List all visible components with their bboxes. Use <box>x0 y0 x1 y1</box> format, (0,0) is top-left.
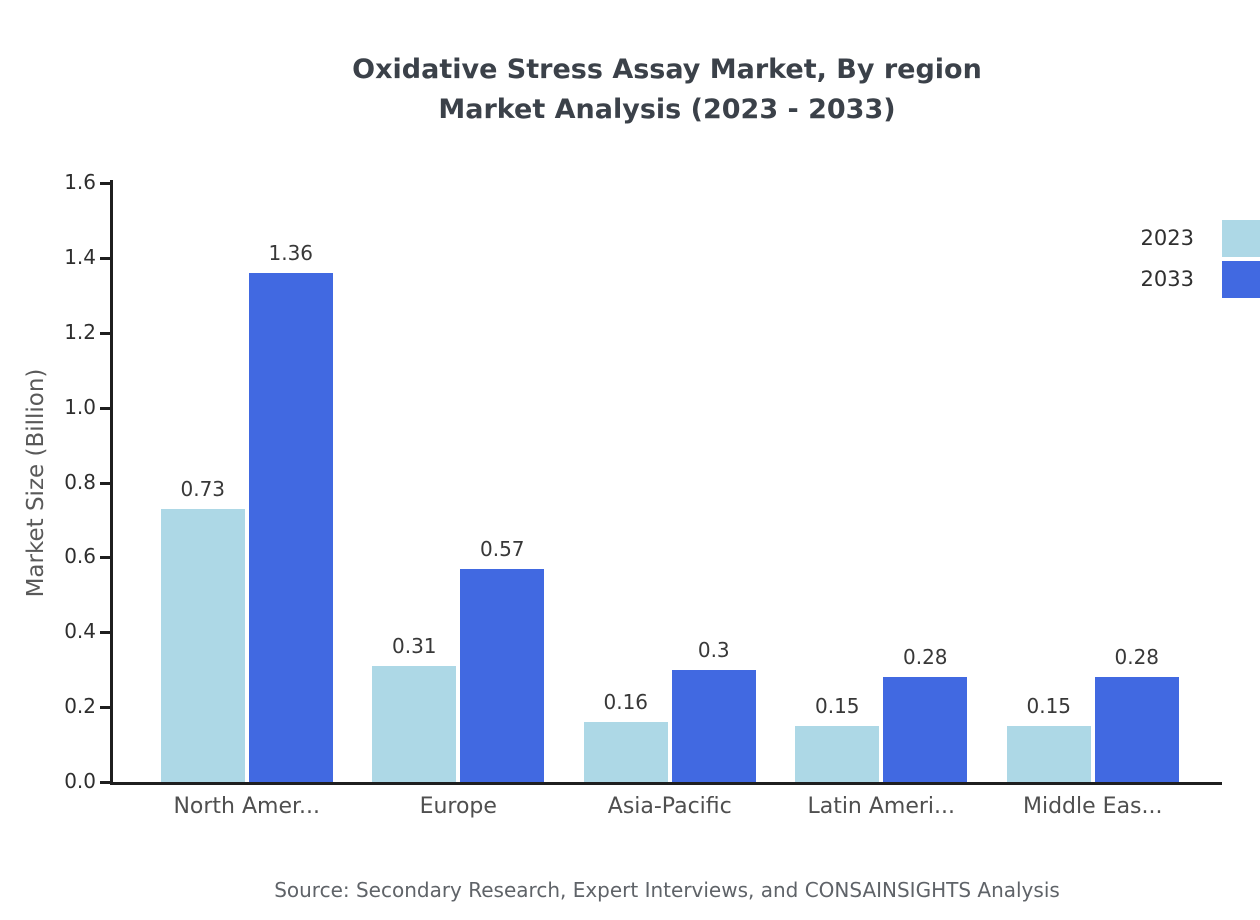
legend-label-2023: 2023 <box>1140 226 1194 250</box>
bar-value-label: 0.15 <box>1026 693 1072 718</box>
bar-value-label: 0.73 <box>180 476 226 501</box>
bar-value-label: 0.28 <box>902 645 948 670</box>
y-tick-mark <box>100 256 110 260</box>
bar-value-label: 0.28 <box>1114 645 1160 670</box>
legend-label-2033: 2033 <box>1140 267 1194 291</box>
bar-2023 <box>160 508 245 782</box>
x-category-label: Europe <box>419 794 497 819</box>
bar-value-label: 0.3 <box>697 637 730 662</box>
bar-value-label: 0.15 <box>814 693 860 718</box>
y-axis-line <box>110 180 113 785</box>
y-tick-label: 1.4 <box>64 244 96 269</box>
y-tick-label: 0.2 <box>64 694 96 719</box>
y-tick-mark <box>100 631 110 635</box>
x-category-label: Latin Ameri... <box>807 794 956 819</box>
y-tick-label: 0.4 <box>64 619 96 644</box>
legend: 2023 2033 <box>1141 219 1260 301</box>
y-tick-mark <box>100 331 110 335</box>
bar-2023 <box>583 722 668 782</box>
y-tick-label: 1.6 <box>64 170 96 194</box>
bar-value-label: 0.16 <box>603 690 649 715</box>
x-axis-line <box>110 782 1222 785</box>
bar-value-label: 0.57 <box>479 536 525 561</box>
bar-value-label: 1.36 <box>268 240 314 265</box>
y-tick-label: 1.0 <box>64 394 96 419</box>
chart-title-line-1: Oxidative Stress Assay Market, By region <box>352 54 982 85</box>
bar-2023 <box>1006 725 1091 782</box>
y-tick-mark <box>100 706 110 710</box>
legend-item-2023: 2023 <box>1141 219 1260 257</box>
bar-2033 <box>1094 677 1179 782</box>
legend-swatch-2033 <box>1222 260 1260 298</box>
y-tick-label: 0.0 <box>64 769 96 793</box>
chart-title: Oxidative Stress Assay Market, By region… <box>112 50 1222 130</box>
bar-value-label: 0.31 <box>391 633 437 658</box>
y-tick-mark <box>100 406 110 410</box>
y-tick-mark <box>100 781 110 784</box>
x-category-label: North Amer... <box>173 794 321 819</box>
x-category-label: Middle Eas... <box>1023 794 1163 819</box>
y-tick-mark <box>100 481 110 485</box>
bar-2023 <box>372 665 457 782</box>
bar-2033 <box>460 568 545 782</box>
bar-2033 <box>671 669 756 782</box>
bar-2033 <box>883 677 968 782</box>
y-tick-mark <box>100 182 110 185</box>
chart-title-line-2: Market Analysis (2023 - 2033) <box>438 94 896 125</box>
y-tick-label: 0.6 <box>64 544 96 569</box>
bar-2023 <box>795 725 880 782</box>
y-tick-mark <box>100 556 110 560</box>
y-tick-label: 0.8 <box>64 469 96 494</box>
bar-2033 <box>248 272 333 782</box>
source-note: Source: Secondary Research, Expert Inter… <box>274 878 1060 902</box>
y-tick-label: 1.2 <box>64 319 96 344</box>
legend-item-2033: 2033 <box>1141 260 1260 298</box>
x-category-label: Asia-Pacific <box>607 794 732 819</box>
legend-swatch-2023 <box>1222 219 1260 257</box>
